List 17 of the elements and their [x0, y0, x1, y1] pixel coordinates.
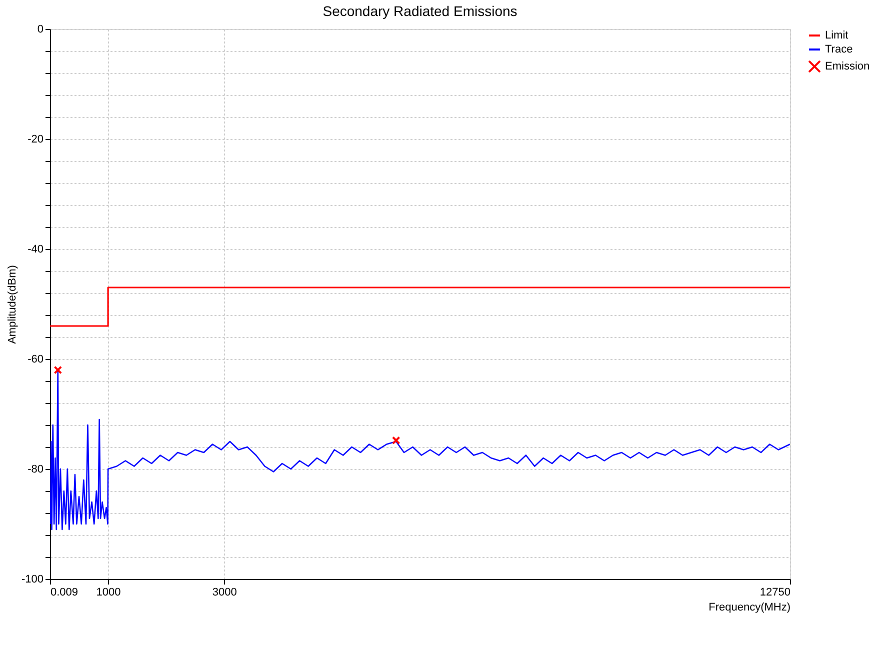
chart-title: Secondary Radiated Emissions: [322, 3, 518, 19]
y-tick-label: -40: [28, 244, 44, 256]
y-tick-label: -80: [28, 464, 44, 476]
y-tick-label: 0: [37, 24, 44, 36]
y-tick-label: -20: [28, 134, 44, 146]
x-tick-label: 3000: [212, 586, 237, 598]
legend-label: Trace: [825, 44, 853, 56]
legend-label: Emission: [825, 60, 870, 72]
line-series: [50, 369, 790, 530]
x-tick-label: 12750: [760, 586, 790, 598]
x-tick-label: 0.009: [50, 586, 78, 598]
x-axis-title: Frequency(MHz): [708, 602, 790, 614]
x-tick-label: 1000: [96, 586, 121, 598]
y-tick-label: -100: [21, 574, 44, 586]
legend-label: Limit: [825, 30, 848, 42]
y-tick-label: -60: [28, 354, 44, 366]
y-axis-title: Amplitude(dBm): [6, 265, 18, 344]
